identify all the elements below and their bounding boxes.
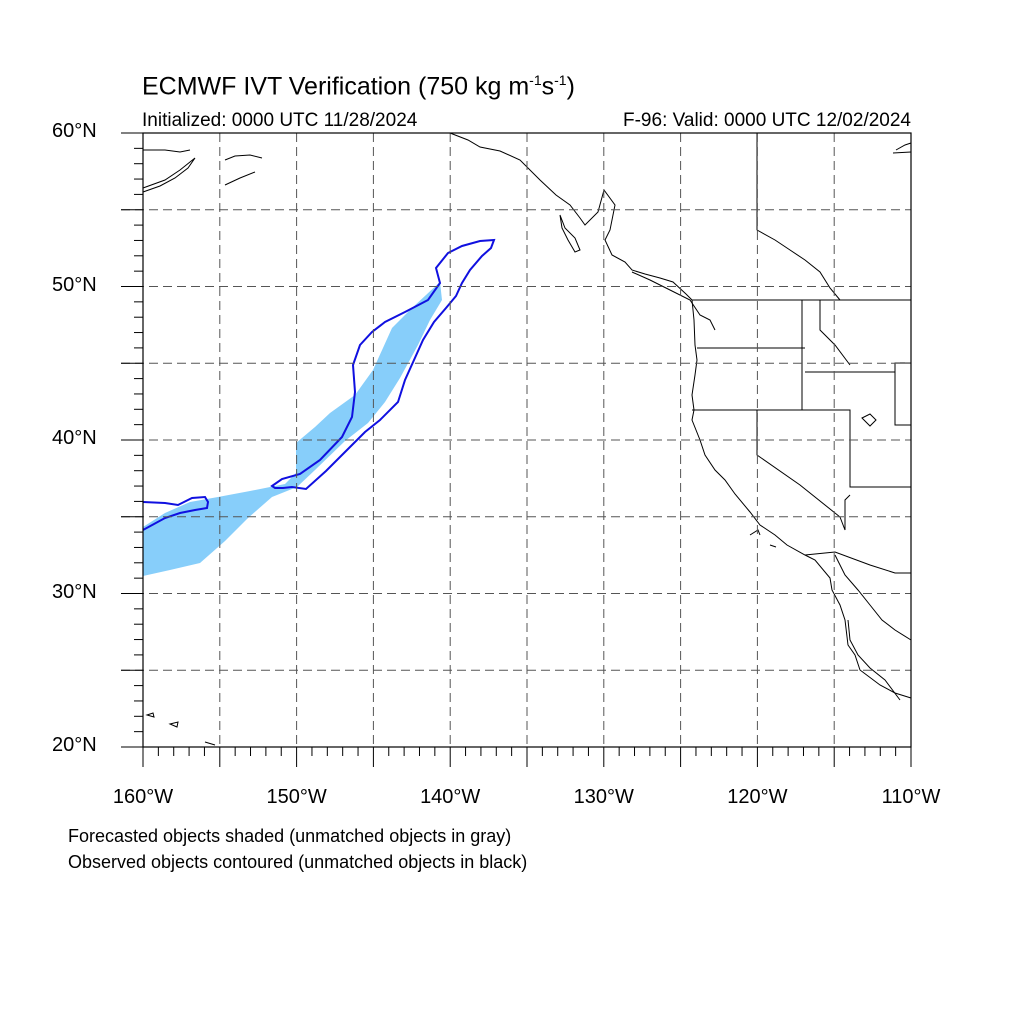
lon-label: 150°W bbox=[266, 786, 327, 808]
forecast-note: Forecasted objects shaded (unmatched obj… bbox=[68, 826, 512, 846]
observed-object-contour-west bbox=[142, 495, 210, 531]
observed-object-contour bbox=[270, 238, 496, 491]
lat-label: 30°N bbox=[52, 580, 97, 603]
lon-label: 110°W bbox=[881, 786, 941, 808]
forecast-object bbox=[143, 282, 442, 576]
graticule bbox=[121, 133, 911, 747]
initialized-time: Initialized: 0000 UTC 11/28/2024 bbox=[142, 110, 418, 131]
valid-time: F-96: Valid: 0000 UTC 12/02/2024 bbox=[623, 110, 911, 131]
political-borders bbox=[692, 133, 911, 574]
lat-label: 50°N bbox=[52, 273, 97, 296]
axis-ticks bbox=[121, 132, 912, 767]
lat-label: 60°N bbox=[52, 120, 97, 142]
lon-label: 120°W bbox=[727, 786, 788, 808]
observed-note: Observed objects contoured (unmatched ob… bbox=[68, 852, 528, 872]
lat-label: 20°N bbox=[52, 734, 97, 756]
lon-label: 140°W bbox=[420, 786, 481, 808]
map-title: ECMWF IVT Verification (750 kg m-1s-1) bbox=[142, 72, 575, 101]
lat-label: 40°N bbox=[52, 427, 97, 449]
lon-label: 130°W bbox=[573, 786, 634, 808]
lon-label: 160°W bbox=[112, 786, 174, 808]
